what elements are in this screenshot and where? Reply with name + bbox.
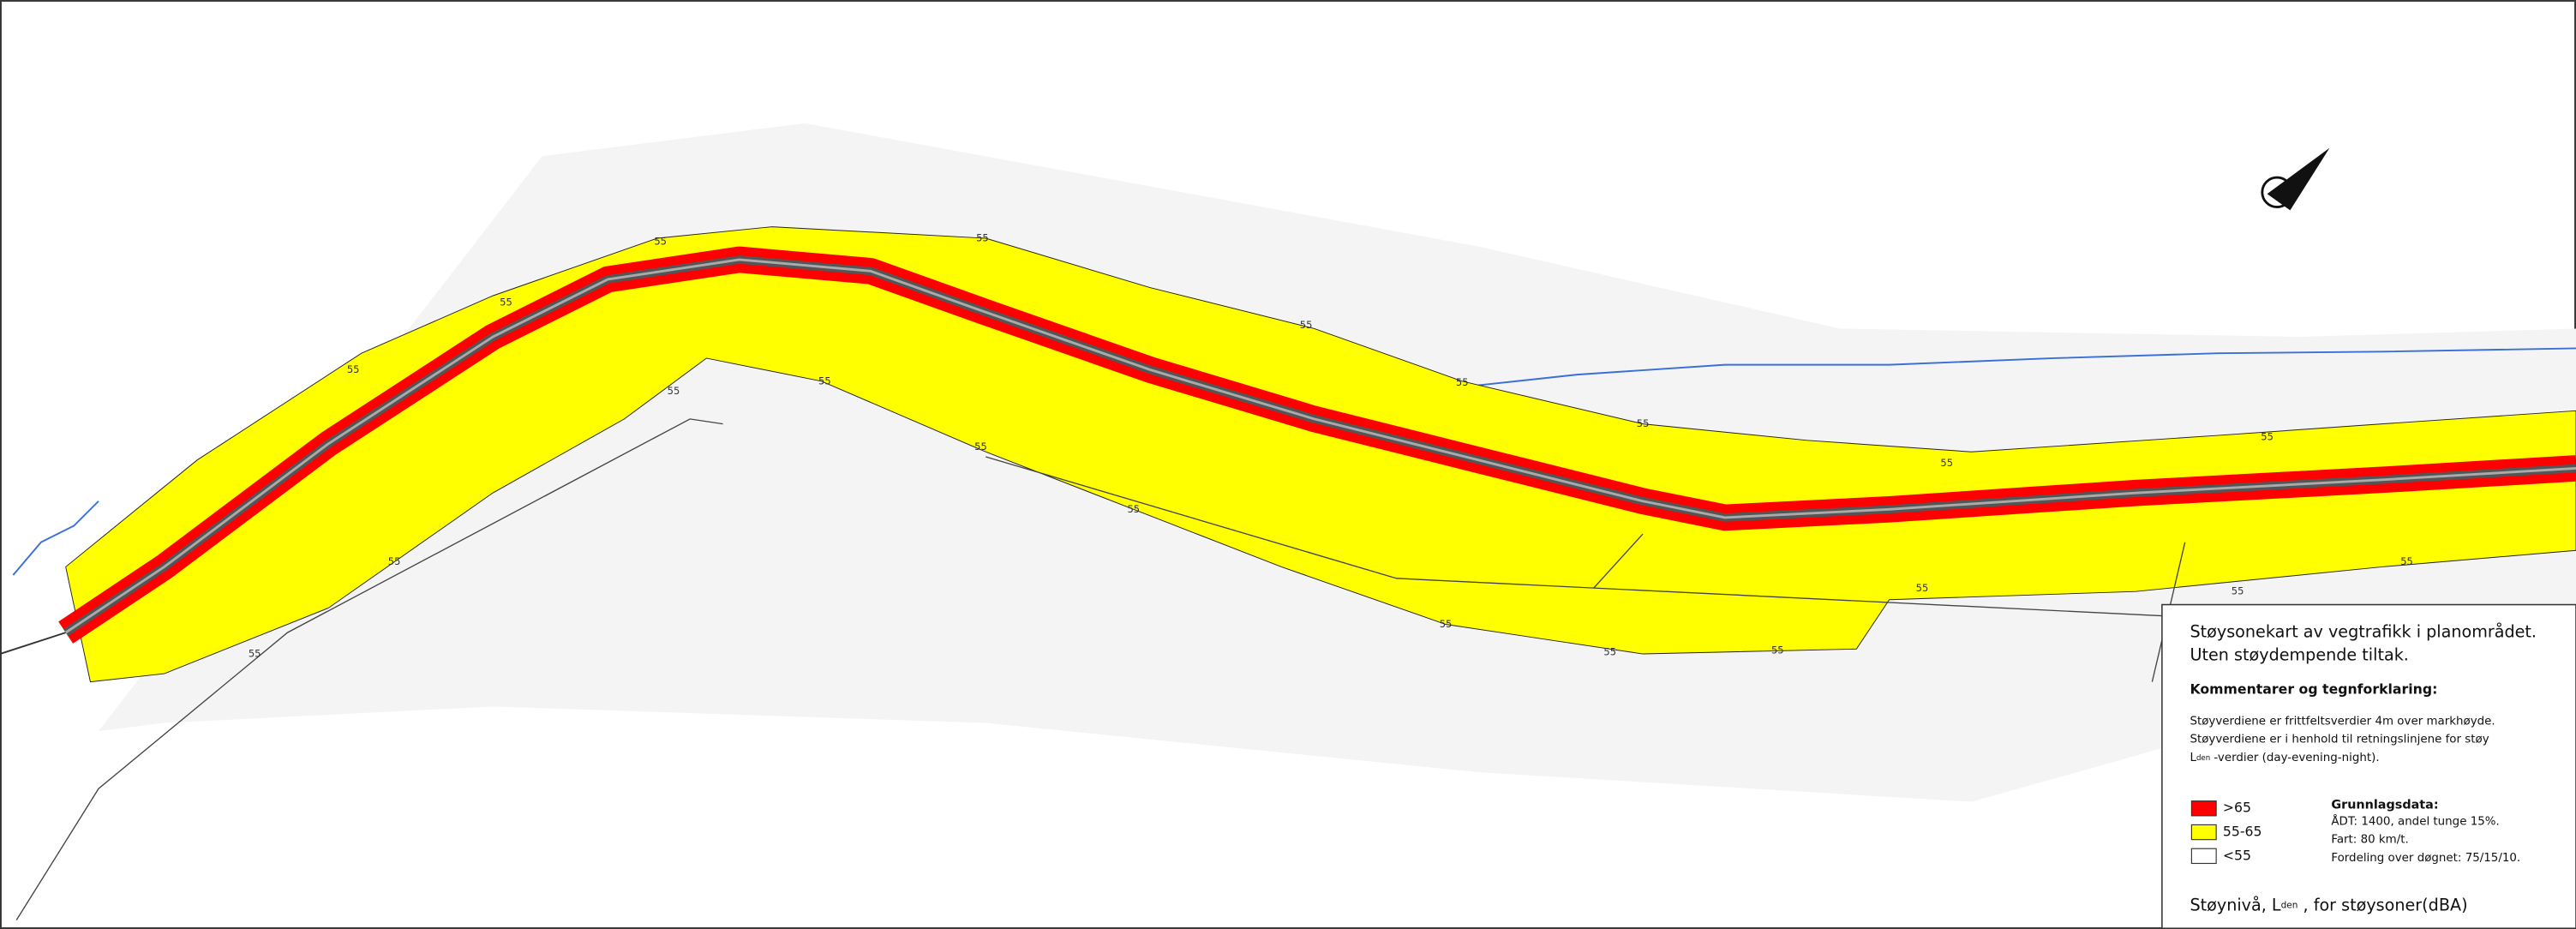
contour-label: 55 [1940,457,1953,469]
legend-swatch [2190,824,2217,841]
legend-label: >65 [2223,800,2251,816]
contour-label: 55 [654,235,667,247]
comment: Støyverdiene er frittfeltsverdier 4m ove… [2190,716,2495,728]
contour-label: 55 [347,363,360,375]
contour-label: 55 [974,441,987,453]
legend-swatch [2190,848,2217,865]
legend-footer: Støynivå, Lden , for støysoner(dBA) [2190,895,2467,914]
contour-label: 55 [668,385,680,397]
basis-heading: Grunnlagsdata: [2331,798,2438,812]
legend-title: Uten støydempende tiltak. [2190,644,2408,664]
contour-label: 55 [2232,585,2244,597]
basis: ÅDT: 1400, andel tunge 15%. [2331,814,2499,829]
contour-label: 55 [818,375,831,387]
legend-swatch [2190,800,2217,817]
comments-heading: Kommentarer og tegnforklaring: [2190,681,2437,698]
river [1470,347,2576,387]
contour-label: 55 [500,296,512,308]
basis: Fordeling over døgnet: 75/15/10. [2331,852,2520,865]
contour-label: 55 [1603,646,1616,658]
compass [2261,147,2330,211]
contour-label: 55 [1456,376,1469,388]
legend-label: <55 [2223,847,2251,863]
legend: Støysonekart av vegtrafikk i planområdet… [2161,603,2576,929]
contour-label: 55 [388,555,401,567]
contour-label: 55 [976,232,989,244]
road-corridor [0,246,2576,655]
contour-label: 55 [1300,319,1313,331]
contour-label: 55 [1916,582,1929,594]
river [12,500,99,576]
contour-label: 55 [249,648,261,660]
comment: Støyverdiene er i henhold til retningsli… [2190,734,2489,746]
contour-label: 55 [2261,430,2273,442]
contour-label: 55 [1771,644,1784,656]
boundary-lines [15,418,2186,920]
legend-label: 55-65 [2223,824,2262,840]
contour-label: 55 [1637,417,1650,429]
comment: Lden -verdier (day-evening-night). [2190,752,2379,764]
basis: Fart: 80 km/t. [2331,834,2408,847]
zone-55-65 [65,226,2576,683]
contour-label: 55 [2400,555,2413,567]
contour-label: 55 [1127,503,1140,515]
legend-title: Støysonekart av vegtrafikk i planområdet… [2190,622,2537,642]
contour-label: 55 [1440,618,1453,630]
